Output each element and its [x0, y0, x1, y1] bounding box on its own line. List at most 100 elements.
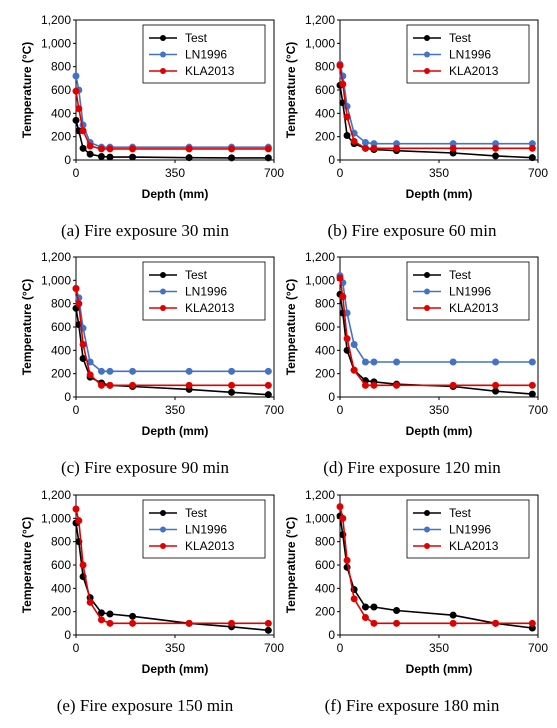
series-line	[75, 508, 269, 625]
legend-swatch-marker	[424, 35, 430, 41]
x-axis-title: Depth (mm)	[406, 187, 473, 201]
legend: Test LN1996 KLA2013	[142, 24, 266, 84]
legend-swatch-marker	[424, 272, 430, 278]
data-point	[72, 72, 80, 80]
x-tick-label: 700	[264, 641, 284, 655]
data-point	[528, 381, 536, 389]
data-point	[361, 614, 369, 621]
y-tick-label: 1,200	[41, 13, 71, 27]
data-point	[129, 153, 137, 161]
series-line	[339, 85, 533, 159]
panel-caption: (e) Fire exposure 150 min	[57, 696, 234, 715]
data-point	[393, 607, 401, 614]
data-point	[361, 139, 369, 146]
y-tick-label: 200	[51, 367, 71, 381]
y-tick-label: 400	[315, 106, 335, 120]
data-point	[129, 612, 137, 620]
y-tick-label: 1,000	[305, 511, 335, 525]
x-tick-label: 0	[73, 403, 80, 417]
legend-swatch-marker	[160, 526, 166, 533]
data-point	[86, 598, 94, 606]
data-point	[264, 381, 272, 389]
data-point	[370, 381, 378, 389]
data-point	[528, 619, 536, 627]
series-line	[75, 288, 269, 373]
x-tick-label: 350	[429, 641, 449, 655]
y-axis-title: Temperature (°C)	[284, 42, 298, 139]
legend-label: Test	[185, 31, 208, 45]
series-line	[339, 294, 533, 395]
data-point	[492, 381, 500, 389]
legend-label: KLA2013	[185, 64, 235, 78]
legend-label: LN1996	[449, 523, 491, 537]
legend-swatch-marker	[160, 305, 166, 311]
y-tick-label: 0	[328, 390, 335, 404]
data-point	[343, 335, 351, 343]
x-axis-title: Depth (mm)	[406, 424, 473, 438]
series-line	[339, 277, 533, 387]
data-point	[370, 603, 378, 611]
panel-caption: (f) Fire exposure 180 min	[325, 696, 500, 715]
data-point	[343, 132, 351, 139]
series-line	[339, 64, 533, 145]
legend-swatch-marker	[424, 305, 430, 311]
data-point	[106, 610, 114, 618]
series-line	[75, 91, 269, 150]
series-line	[339, 65, 533, 150]
data-point	[449, 144, 457, 152]
data-point	[72, 87, 80, 95]
data-point	[129, 619, 137, 627]
y-tick-label: 600	[315, 320, 335, 334]
x-axis-title: Depth (mm)	[142, 662, 209, 676]
data-point	[129, 367, 137, 375]
panel-caption: (c) Fire exposure 90 min	[61, 458, 230, 477]
legend-swatch-marker	[160, 543, 166, 549]
data-point	[339, 514, 347, 522]
data-point	[339, 80, 347, 88]
legend-swatch-marker	[160, 288, 166, 295]
data-point	[97, 616, 105, 624]
x-tick-label: 700	[528, 403, 548, 417]
data-point	[336, 503, 344, 511]
data-point	[264, 145, 272, 153]
data-point	[361, 144, 369, 152]
x-tick-label: 700	[528, 641, 548, 655]
series-line	[75, 75, 269, 148]
y-tick-label: 200	[315, 367, 335, 381]
data-point	[228, 619, 236, 627]
data-point	[528, 390, 536, 398]
legend-label: LN1996	[449, 285, 491, 299]
y-tick-label: 1,200	[305, 250, 335, 264]
data-point	[79, 561, 87, 569]
y-axis-title: Temperature (°C)	[284, 517, 298, 614]
data-point	[343, 556, 351, 564]
y-axis-title: Temperature (°C)	[284, 279, 298, 376]
legend-label: Test	[185, 506, 208, 520]
y-tick-label: 0	[64, 390, 71, 404]
data-point	[339, 293, 347, 301]
series-line	[339, 515, 533, 629]
x-tick-label: 350	[429, 403, 449, 417]
y-axis-title: Temperature (°C)	[20, 42, 34, 139]
y-tick-label: 1,000	[305, 36, 335, 50]
y-tick-label: 1,000	[41, 273, 71, 287]
x-tick-label: 350	[429, 166, 449, 180]
chart-panel-3: 0 200 400 600 800 1,000 1,200 0 350 700 Depth (mm)…	[20, 250, 284, 477]
y-tick-label: 0	[328, 153, 335, 167]
legend-swatch-marker	[160, 35, 166, 41]
legend-swatch-marker	[424, 543, 430, 549]
y-tick-label: 1,200	[41, 250, 71, 264]
x-tick-label: 350	[165, 166, 185, 180]
chart-panel-6: 0 200 400 600 800 1,000 1,200 0 350 700 Depth (mm)…	[284, 488, 548, 715]
x-tick-label: 700	[528, 166, 548, 180]
data-point	[361, 381, 369, 389]
y-tick-label: 1,000	[41, 36, 71, 50]
y-tick-label: 0	[328, 628, 335, 642]
chart-panel-1: 0 200 400 600 800 1,000 1,200 0 350 700 Depth (mm)…	[20, 13, 284, 240]
legend-swatch-marker	[160, 510, 166, 516]
y-tick-label: 600	[51, 83, 71, 97]
data-point	[370, 358, 378, 366]
y-tick-label: 1,000	[305, 273, 335, 287]
y-tick-label: 600	[315, 558, 335, 572]
series-line	[75, 288, 269, 387]
